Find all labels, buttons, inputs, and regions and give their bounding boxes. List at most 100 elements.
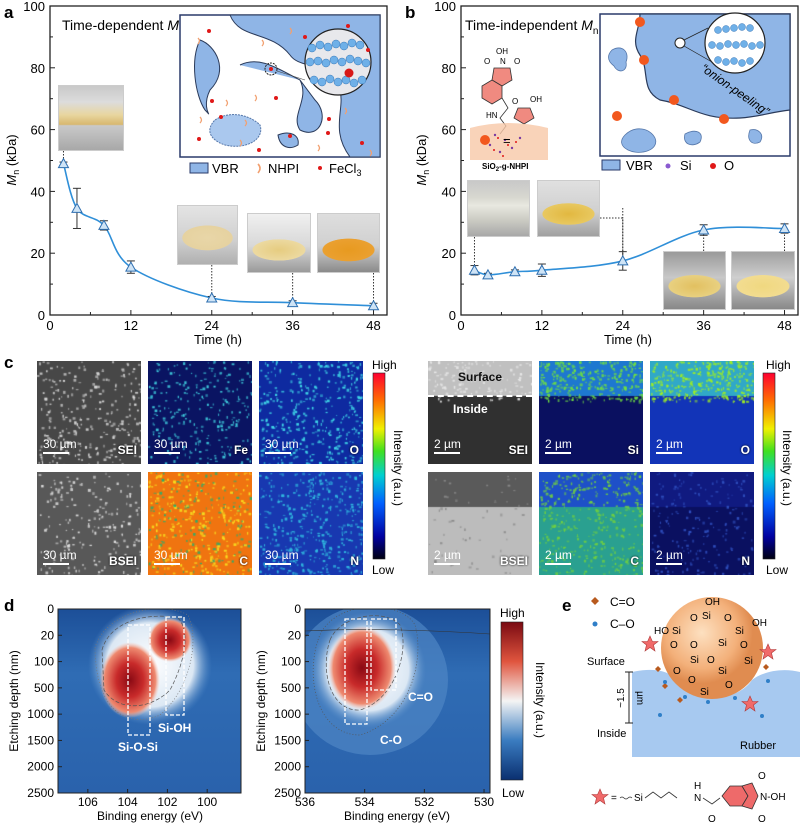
atom-label: O (484, 57, 490, 66)
y-tick-label: 1500 (274, 733, 301, 747)
annotation-c-o: C-O (380, 733, 402, 747)
chart-b-legend: VBR Si O (601, 158, 734, 173)
colorbar-high-label: High (372, 358, 397, 372)
data-point (286, 296, 299, 308)
svg-text:O: O (690, 613, 698, 624)
data-point (468, 264, 481, 275)
svg-text:O: O (758, 771, 766, 782)
sio2-g-nhpi-structure: OH N O O HN O OH = SiO2-g-NHPI (470, 47, 548, 173)
scale-bar: 30 µm (43, 437, 77, 454)
heatmap-1-ylabel: Etching depth (nm) (7, 650, 21, 751)
surface-label: Surface (458, 370, 503, 384)
y-tick-label: 60 (31, 123, 45, 138)
data-point (482, 268, 494, 280)
scale-bar: 2 µm (545, 548, 572, 565)
o-atom-icon (710, 163, 716, 169)
x-tick-label: 48 (366, 318, 380, 333)
x-tick-label: 24 (205, 318, 219, 333)
micrograph-right-c (539, 472, 643, 575)
rubber-label: Rubber (740, 740, 776, 752)
svg-text:H: H (694, 781, 701, 792)
scale-bar: 2 µm (434, 548, 461, 565)
legend-c-o: C–O (610, 617, 635, 631)
data-point (509, 265, 521, 277)
scale-bar-label: 30 µm (154, 437, 188, 451)
scale-bar: 30 µm (154, 548, 188, 565)
micrograph-right-o (650, 361, 754, 464)
micrograph-label: O (740, 443, 750, 457)
legend-nhpi-label: NHPI (268, 161, 299, 176)
legend-o-label: O (724, 158, 734, 173)
legend-si-label: Si (680, 158, 692, 173)
micrograph-right-si (539, 361, 643, 464)
colorbar-title: Intensity (a.u.) (533, 662, 547, 738)
scale-bar-label: 2 µm (434, 548, 461, 562)
scale-bar: 2 µm (656, 548, 683, 565)
micrograph-label: C (239, 554, 248, 568)
svg-text:O: O (758, 814, 766, 825)
atom-label: O (512, 97, 518, 106)
legend-vbr-swatch (601, 159, 621, 171)
panel-label-c: c (4, 353, 13, 372)
atom-label: OH (530, 95, 542, 104)
photo-a-2h (58, 85, 124, 151)
data-point (778, 222, 791, 233)
x-tick-label: 12 (535, 318, 549, 333)
sio2-g-nhpi-label: SiO2-g-NHPI (482, 162, 528, 173)
chart-b-xlabel: Time (h) (604, 332, 652, 347)
atom-label: O (514, 57, 520, 66)
y-tick-label: 20 (288, 628, 302, 642)
y-tick-label: 20 (442, 246, 456, 261)
panel-c-right-colorbar: High Low Intensity (a.u.) (762, 358, 794, 577)
y-tick-label: 100 (34, 655, 54, 669)
scale-bar: 2 µm (656, 437, 683, 454)
micrograph-label: Si (627, 443, 639, 457)
x-tick-label: 534 (355, 795, 375, 809)
y-tick-label: 60 (442, 123, 456, 138)
data-point (697, 223, 710, 235)
micrograph-right-n (650, 472, 754, 575)
data-point (367, 299, 380, 311)
panel-e-schematic: C=O C–O OH O Si O OH HO Si O Si O O Si S… (587, 595, 800, 825)
data-point (125, 261, 137, 272)
svg-text:O: O (708, 814, 716, 825)
chart-b-ylabel: Mn (kDa) (414, 134, 431, 185)
micrograph-label: BSEI (499, 554, 528, 568)
panel-label-b: b (405, 3, 415, 22)
micrograph-label: BSEI (108, 554, 137, 568)
x-tick-label: 530 (474, 795, 494, 809)
y-tick-label: 20 (41, 628, 55, 642)
micrograph-left-c (148, 472, 252, 575)
micrograph-left-fe (148, 361, 252, 464)
scale-bar-label: 2 µm (545, 548, 572, 562)
silica-particle (661, 597, 763, 699)
scale-bar: 30 µm (265, 548, 299, 565)
x-tick-label: 0 (46, 318, 53, 333)
micrograph-right-bsei (428, 472, 532, 575)
y-tick-label: 0 (38, 308, 45, 323)
depth-value: ~1.5 (616, 688, 627, 708)
scale-bar-label: 30 µm (265, 437, 299, 451)
silica-atom-labels: OH O Si O OH HO Si O Si O O Si Si O Si O… (654, 597, 767, 698)
legend-vbr-label: VBR (626, 158, 653, 173)
svg-text:Si: Si (702, 611, 711, 622)
y-tick-label: 1000 (274, 707, 301, 721)
scale-bar: 2 µm (545, 437, 572, 454)
colorbar-high-label: High (766, 358, 791, 372)
atom-label: HN (486, 111, 498, 120)
inside-label: Inside (453, 402, 488, 416)
data-point (616, 254, 629, 266)
colorbar-low-label: Low (502, 786, 524, 800)
chart-a-ylabel: Mn (kDa) (4, 134, 21, 185)
x-tick-label: 100 (197, 795, 217, 809)
chart-b-title: Time-independent Mn (465, 17, 598, 37)
scale-bar-label: 2 µm (434, 437, 461, 451)
panel-c-left-colorbar: High Low Intensity (a.u.) (372, 358, 405, 577)
x-tick-label: 24 (616, 318, 630, 333)
svg-text:O: O (724, 613, 732, 624)
fecl3-icon (318, 166, 322, 170)
micrograph-left-n (259, 472, 363, 575)
scale-bar-label: 2 µm (656, 548, 683, 562)
svg-text:Si: Si (672, 626, 681, 637)
sio2-particle-icon (480, 135, 490, 145)
